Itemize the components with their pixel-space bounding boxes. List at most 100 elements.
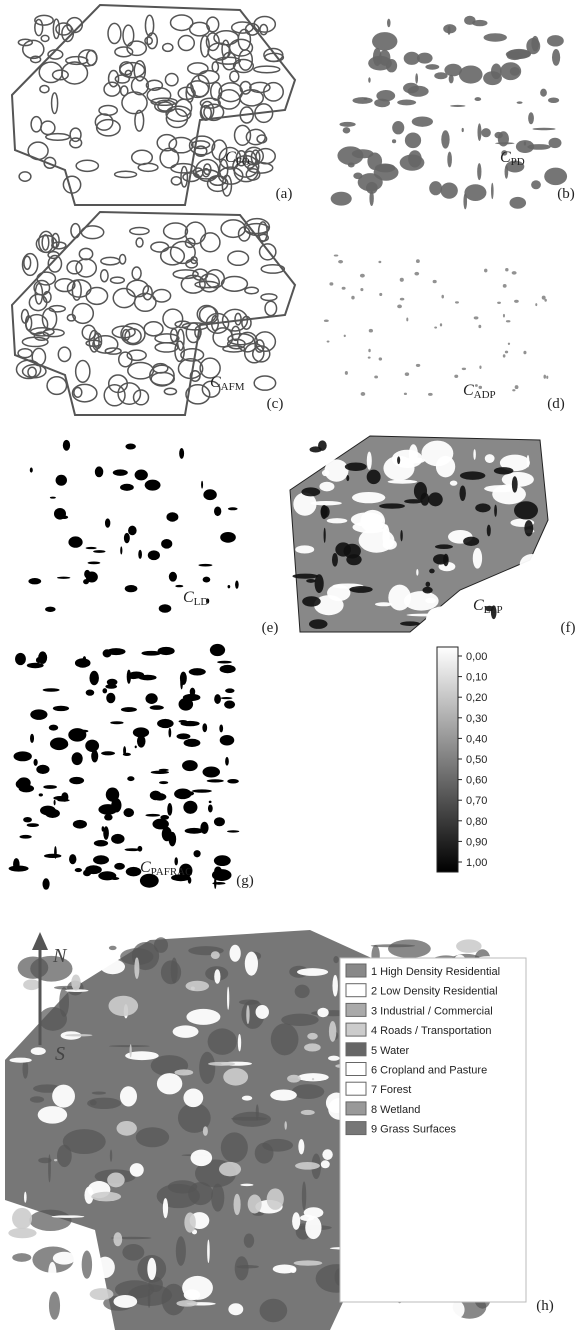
patch	[387, 19, 391, 28]
patch	[267, 1188, 284, 1210]
patch	[91, 1192, 121, 1202]
patch	[448, 26, 451, 35]
patch	[429, 181, 442, 195]
patch	[120, 484, 134, 491]
subscript: LSP	[484, 604, 503, 616]
patch	[102, 688, 107, 693]
patch	[110, 721, 123, 724]
patch	[177, 733, 191, 739]
patch	[400, 621, 420, 626]
patch	[528, 112, 534, 124]
boundary	[71, 224, 80, 238]
patch	[159, 769, 169, 771]
patch	[29, 1210, 71, 1231]
patch	[296, 453, 322, 465]
patch	[134, 957, 139, 979]
patch	[157, 1073, 182, 1094]
patch	[232, 1112, 271, 1127]
patch	[346, 475, 349, 481]
patch	[532, 128, 555, 130]
patch	[454, 375, 458, 378]
patch	[484, 269, 487, 273]
patch	[220, 735, 235, 745]
patch	[175, 585, 183, 587]
patch	[517, 101, 523, 103]
patch	[159, 781, 168, 784]
colorbar-label: 0,20	[466, 692, 487, 704]
patch	[297, 968, 328, 976]
patch	[369, 329, 373, 333]
patch	[371, 944, 416, 947]
patch	[376, 90, 395, 101]
boundary	[31, 56, 41, 62]
patch	[328, 1056, 340, 1061]
patch	[54, 1159, 57, 1161]
patch	[440, 323, 442, 326]
patch	[415, 73, 418, 83]
patch	[48, 1262, 56, 1285]
patch	[207, 769, 215, 776]
patch	[433, 280, 437, 283]
patch	[30, 1096, 44, 1102]
patch	[404, 393, 407, 395]
patch	[460, 471, 485, 479]
patch	[392, 121, 404, 134]
patch	[203, 577, 211, 583]
patch	[106, 693, 115, 704]
patch	[183, 801, 197, 814]
patch	[113, 1232, 122, 1246]
boundary	[254, 376, 275, 390]
patch	[416, 364, 420, 367]
colorbar	[437, 647, 458, 872]
patch	[302, 596, 321, 606]
patch	[220, 697, 232, 699]
patch	[28, 578, 41, 584]
patch	[214, 694, 221, 704]
patch	[120, 546, 122, 554]
patch	[91, 750, 98, 763]
patch	[141, 651, 161, 656]
patch	[12, 1253, 31, 1262]
patch	[30, 734, 34, 743]
patch	[544, 168, 567, 186]
subscript: FO	[236, 156, 250, 168]
patch	[145, 480, 161, 491]
patch	[487, 525, 491, 537]
patch	[515, 385, 519, 389]
patch	[228, 507, 238, 510]
patch	[271, 1023, 299, 1055]
patch	[34, 759, 38, 766]
patch	[388, 940, 431, 958]
patch	[128, 673, 140, 679]
patch	[421, 441, 453, 467]
patch	[65, 1034, 93, 1036]
boundary	[235, 125, 251, 145]
patch	[162, 827, 172, 841]
patch	[227, 987, 229, 1010]
patch	[495, 142, 514, 144]
patch	[364, 98, 368, 100]
patch	[73, 820, 87, 829]
patch	[319, 482, 334, 492]
patch	[123, 808, 134, 817]
patch	[412, 116, 433, 126]
colorbar-label: 0,60	[466, 775, 487, 787]
patch	[317, 1008, 328, 1018]
patch	[174, 857, 178, 865]
patch	[154, 937, 168, 953]
patch	[506, 320, 511, 322]
patch	[479, 366, 481, 369]
patch	[334, 254, 339, 256]
symbol: C	[473, 597, 484, 614]
patch	[54, 800, 56, 806]
patch	[367, 470, 381, 485]
patch	[53, 706, 69, 711]
patch	[505, 351, 508, 354]
patch	[36, 765, 49, 774]
patch	[333, 956, 338, 963]
patch	[459, 65, 483, 83]
patch	[208, 1062, 235, 1066]
patch	[52, 1215, 85, 1218]
patch	[145, 693, 157, 704]
patch	[12, 1208, 32, 1229]
